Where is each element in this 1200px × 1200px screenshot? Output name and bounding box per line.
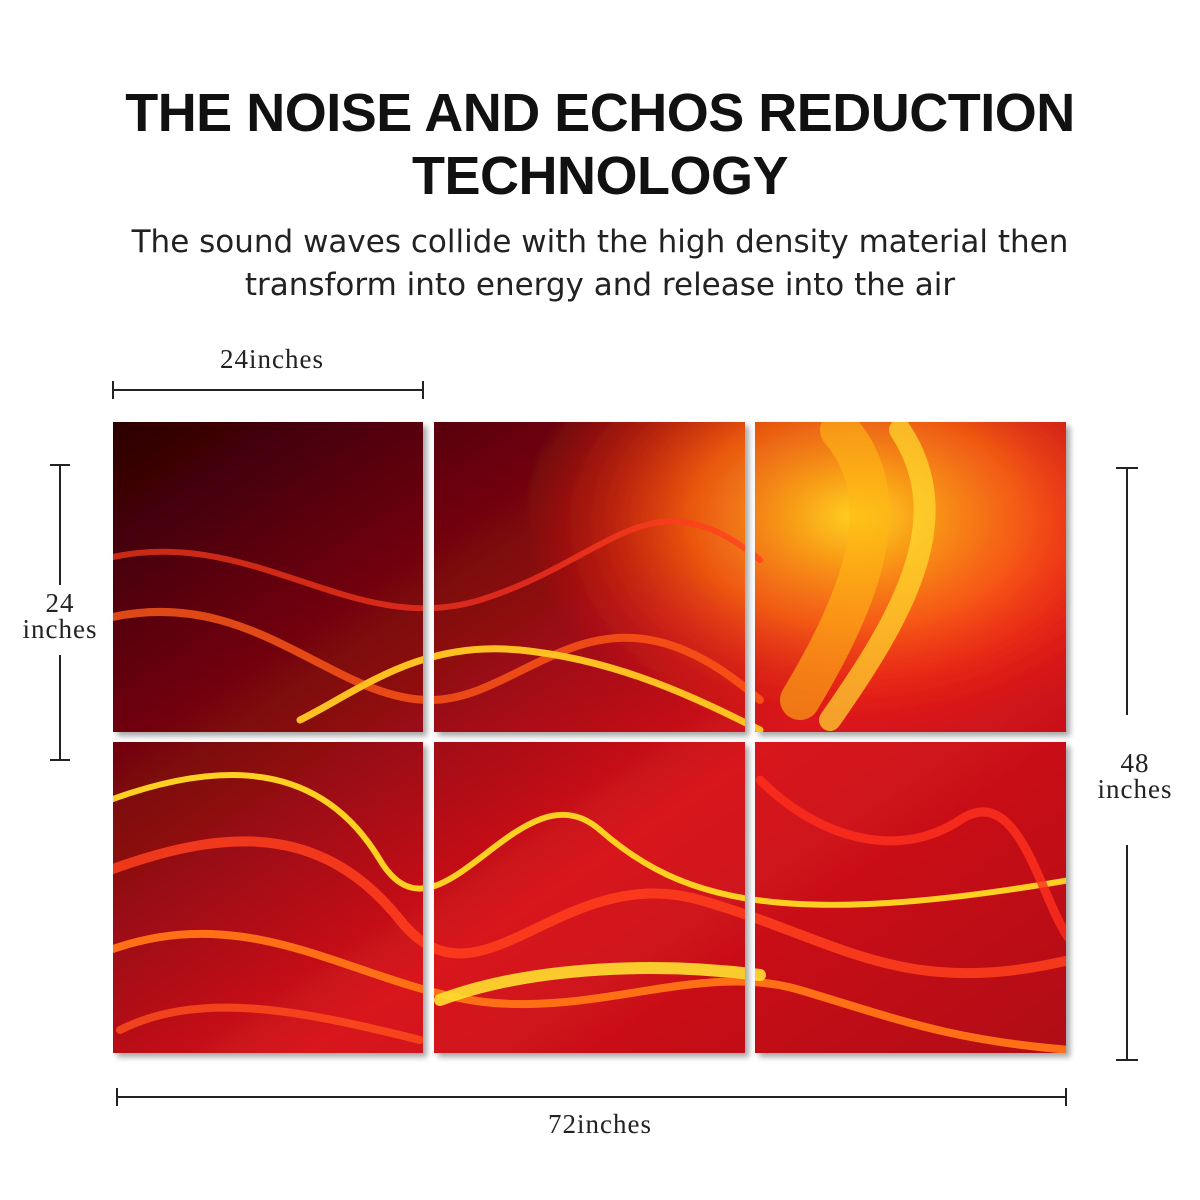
panel-shadows	[113, 422, 1066, 1053]
title-line: THE NOISE AND ECHOS REDUCTION	[125, 83, 1075, 143]
dimension-label: inches	[1098, 774, 1173, 804]
dimension-label: 24inches	[220, 344, 324, 374]
acoustic-panels	[113, 422, 1066, 1053]
title-line: TECHNOLOGY	[411, 146, 789, 206]
subtitle-line: The sound waves collide with the high de…	[131, 224, 1069, 260]
dimension-label: 24	[46, 588, 75, 618]
subtitle-line: transform into energy and release into t…	[244, 267, 956, 303]
dimension-label: 48	[1121, 748, 1150, 778]
dimension-label: 72inches	[548, 1109, 652, 1139]
dimension-label: inches	[23, 614, 98, 644]
